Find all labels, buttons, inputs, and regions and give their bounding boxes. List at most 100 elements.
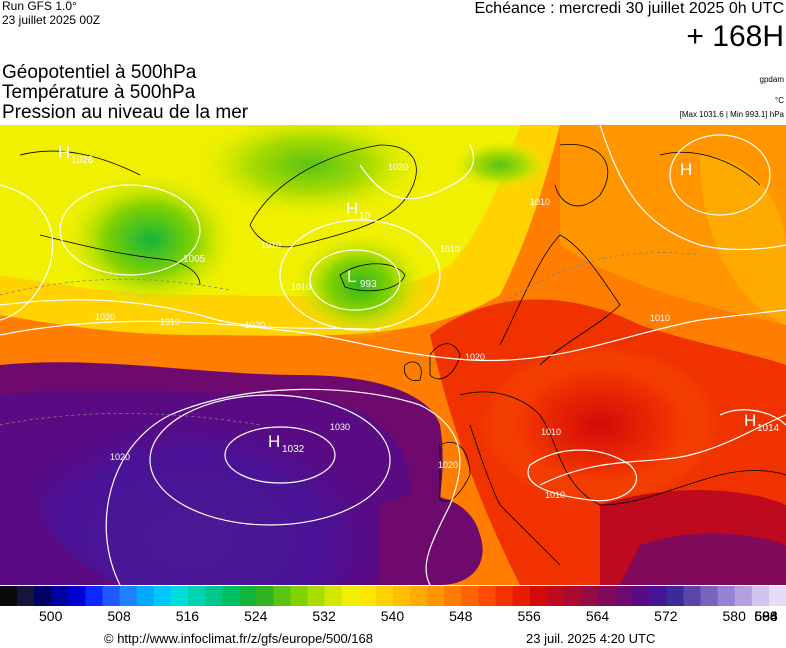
scale-swatch bbox=[461, 586, 480, 606]
scale-swatch bbox=[51, 586, 69, 606]
unit-geopotential: gpdam bbox=[759, 75, 784, 84]
scale-label: 540 bbox=[380, 608, 405, 624]
scale-swatch bbox=[478, 586, 497, 606]
scale-label: 532 bbox=[312, 608, 336, 624]
weather-map: H 1026 H H 10 1005 L 993 H 1032 H 1014 1… bbox=[0, 125, 786, 585]
isobar-label: 1010 bbox=[160, 317, 180, 327]
isobar-label: 1020 bbox=[465, 352, 485, 362]
isobar-label: 1020 bbox=[245, 320, 265, 330]
map-titles: Géopotentiel à 500hPa Température à 500h… bbox=[2, 63, 248, 123]
scale-swatch bbox=[358, 586, 377, 606]
header-run-date: 23 juillet 2025 00Z bbox=[2, 13, 101, 27]
color-scale-labels: 500 508 516 524 532 540 548 556 564 572 580 588 596 6… bbox=[0, 608, 786, 626]
unit-temperature: °C bbox=[775, 96, 784, 105]
scale-swatch bbox=[85, 586, 104, 606]
isobar-label: 1010 bbox=[545, 490, 565, 500]
scale-swatch bbox=[734, 586, 753, 606]
scale-swatch bbox=[410, 586, 428, 606]
scale-swatch bbox=[256, 586, 274, 606]
scale-swatch bbox=[273, 586, 292, 606]
header-valid-time: Echéance : mercredi 30 juillet 2025 0h U… bbox=[474, 0, 785, 17]
scale-label: 556 bbox=[517, 608, 541, 624]
footer-url: © http://www.infoclimat.fr/z/gfs/europe/… bbox=[104, 631, 373, 646]
isobar-label: 1010 bbox=[650, 313, 670, 323]
scale-swatch bbox=[666, 586, 685, 606]
title-temperature: Température à 500hPa bbox=[2, 82, 196, 103]
pressure-center-value: 1005 bbox=[183, 254, 206, 265]
scale-swatch bbox=[375, 586, 394, 606]
scale-swatch bbox=[427, 586, 445, 606]
scale-swatch bbox=[717, 586, 736, 606]
scale-swatch bbox=[68, 586, 87, 606]
isobar-label: 1010 bbox=[530, 197, 550, 207]
scale-swatch bbox=[205, 586, 223, 606]
scale-label: 588 bbox=[754, 608, 778, 624]
pressure-center-letter: H bbox=[268, 432, 280, 451]
pressure-center-value: 1032 bbox=[282, 444, 305, 455]
pressure-center-value: 993 bbox=[360, 279, 377, 290]
pressure-center-letter: H bbox=[58, 143, 70, 162]
scale-swatch bbox=[632, 586, 650, 606]
scale-label: 564 bbox=[585, 608, 610, 624]
color-scale bbox=[0, 586, 786, 606]
scale-label: 516 bbox=[175, 608, 200, 624]
scale-swatch bbox=[700, 586, 719, 606]
scale-swatch bbox=[187, 586, 206, 606]
isobar-label: 1020 bbox=[110, 452, 130, 462]
unit-pressure-range: [Max 1031.6 | Min 993.1] hPa bbox=[679, 110, 784, 119]
scale-swatch bbox=[546, 586, 565, 606]
isobar-label: 1030 bbox=[330, 422, 350, 432]
header-run: Run GFS 1.0° bbox=[2, 0, 77, 13]
scale-swatch bbox=[768, 586, 786, 606]
scale-swatch bbox=[153, 586, 172, 606]
scale-swatch bbox=[239, 586, 257, 606]
header-lead-time: + 168H bbox=[686, 20, 784, 53]
scale-swatch bbox=[136, 586, 155, 606]
pressure-center-value: 1014 bbox=[757, 423, 780, 434]
scale-label: 604 bbox=[754, 608, 778, 624]
isobar-label: 1010 bbox=[261, 240, 281, 250]
scale-swatch bbox=[307, 586, 326, 606]
scale-label: 500 bbox=[39, 608, 63, 624]
isobar-label: 1010 bbox=[440, 244, 460, 254]
scale-label: 508 bbox=[107, 608, 131, 624]
scale-swatch bbox=[290, 586, 309, 606]
isobar-label: 1020 bbox=[438, 460, 458, 470]
scale-swatch bbox=[751, 586, 770, 606]
pressure-center-letter: H bbox=[346, 199, 358, 218]
scale-swatch bbox=[580, 586, 599, 606]
isobar-label: 1010 bbox=[541, 427, 561, 437]
scale-swatch bbox=[529, 586, 548, 606]
scale-swatch bbox=[563, 586, 582, 606]
pressure-center-value: 10 bbox=[359, 211, 371, 222]
footer-timestamp: 23 juil. 2025 4:20 UTC bbox=[526, 631, 656, 646]
isobar-label: 1010 bbox=[291, 282, 311, 292]
scale-swatch bbox=[34, 586, 52, 606]
pressure-center-letter: L bbox=[347, 267, 356, 286]
pressure-center-letter: H bbox=[744, 411, 756, 430]
scale-swatch bbox=[119, 586, 138, 606]
pressure-center-letter: H bbox=[680, 160, 692, 179]
isobar-label: 1020 bbox=[388, 162, 408, 172]
scale-swatch bbox=[17, 586, 35, 606]
scale-label: 596 bbox=[754, 608, 778, 624]
scale-swatch bbox=[512, 586, 531, 606]
scale-swatch bbox=[102, 586, 121, 606]
scale-label: 548 bbox=[449, 608, 473, 624]
scale-swatch bbox=[324, 586, 343, 606]
title-geopotential: Géopotentiel à 500hPa bbox=[2, 62, 197, 83]
scale-label: 572 bbox=[654, 608, 678, 624]
scale-swatch bbox=[393, 586, 411, 606]
scale-label: 580 bbox=[722, 608, 746, 624]
scale-swatch bbox=[495, 586, 514, 606]
scale-swatch bbox=[615, 586, 633, 606]
scale-swatch bbox=[222, 586, 240, 606]
scale-swatch bbox=[649, 586, 667, 606]
scale-label: 524 bbox=[244, 608, 268, 624]
scale-swatch bbox=[598, 586, 616, 606]
scale-swatch bbox=[170, 586, 189, 606]
isobar-label: 1020 bbox=[95, 312, 115, 322]
scale-swatch bbox=[0, 586, 18, 606]
title-pressure: Pression au niveau de la mer bbox=[2, 102, 249, 123]
scale-swatch bbox=[444, 586, 462, 606]
